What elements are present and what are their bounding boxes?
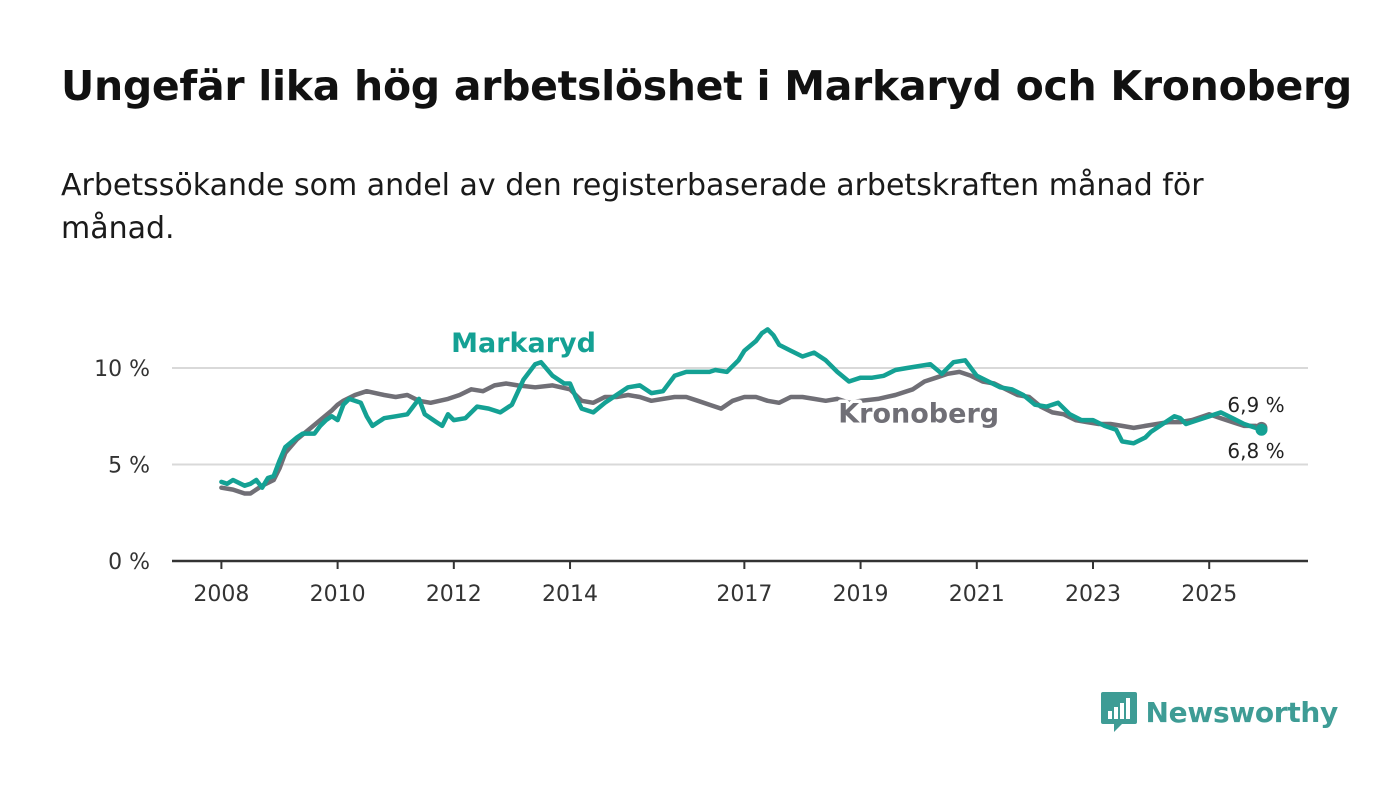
x-axis-ticks: 2008 2010 2012 2014 2017 2019 2021 2023 2025	[193, 561, 1237, 607]
series-line-kronoberg	[219, 369, 1264, 496]
series-lines	[219, 327, 1264, 496]
end-value-label-markaryd: 6,8 %	[1227, 439, 1284, 463]
chart-title: Ungefär lika hög arbetslöshet i Markaryd…	[61, 62, 1352, 110]
brand-name: Newsworthy	[1145, 695, 1339, 729]
x-tick-label: 2008	[193, 582, 249, 607]
x-tick-label: 2023	[1065, 582, 1121, 607]
chart-subtitle: Arbetssökande som andel av den registerb…	[61, 168, 1204, 246]
bar-chart-speech-bubble-icon	[1100, 692, 1137, 732]
x-tick-label: 2021	[949, 582, 1005, 607]
end-marker-markaryd	[1255, 423, 1268, 436]
y-tick-label: 0 %	[108, 550, 150, 575]
series-label-kronoberg: Kronoberg	[838, 398, 999, 429]
series-label-markaryd: Markaryd	[451, 328, 596, 359]
x-tick-label: 2012	[426, 582, 482, 607]
gridlines	[172, 367, 1308, 466]
x-tick-label: 2014	[542, 582, 598, 607]
x-tick-label: 2019	[833, 582, 889, 607]
end-value-label-kronoberg: 6,9 %	[1227, 393, 1284, 417]
series-line-markaryd	[219, 327, 1264, 490]
series-labels: Kronoberg Markaryd	[448, 324, 1003, 432]
y-tick-label: 5 %	[108, 454, 150, 479]
y-tick-label: 10 %	[94, 357, 150, 382]
x-tick-label: 2010	[310, 582, 366, 607]
y-axis-tick-labels: 0 % 5 % 10 %	[94, 357, 150, 575]
newsworthy-logo: Newsworthy	[1100, 690, 1338, 734]
x-tick-label: 2025	[1181, 582, 1237, 607]
x-tick-label: 2017	[716, 582, 772, 607]
end-markers: 6,9 % 6,8 %	[1227, 393, 1284, 463]
